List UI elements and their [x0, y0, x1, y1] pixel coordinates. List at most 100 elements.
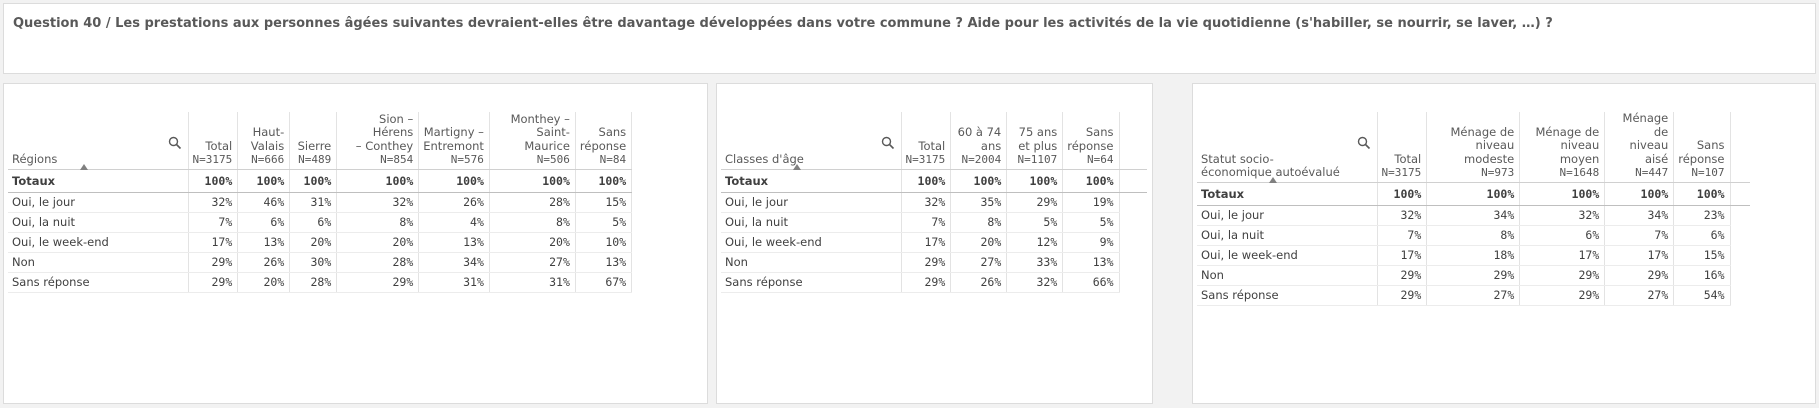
totals-label: Totaux — [1197, 182, 1378, 206]
row-label[interactable]: Oui, le jour — [8, 192, 189, 213]
column-header[interactable]: Sans réponse N=64 — [1062, 112, 1120, 170]
column-header[interactable]: Ménage de niveau modeste N=973 — [1426, 112, 1521, 183]
table-cell: 6% — [237, 212, 291, 233]
table-cell: 13% — [418, 232, 490, 253]
column-header[interactable]: 60 à 74 ans N=2004 — [950, 112, 1008, 170]
column-header[interactable]: Ménage de niveau aisé N=447 — [1604, 111, 1675, 183]
column-header[interactable]: Monthey – Saint-Maurice N=506 — [489, 111, 576, 170]
dimension-label: Régions — [12, 152, 58, 166]
table-cell: 8% — [336, 212, 420, 233]
table-cell: 16% — [1673, 265, 1731, 286]
search-icon[interactable] — [1357, 136, 1371, 150]
column-header[interactable]: Martigny – Entremont N=576 — [418, 112, 490, 170]
table-cell: 5% — [1006, 212, 1064, 233]
table-cell: 29% — [901, 252, 952, 273]
row-label[interactable]: Oui, la nuit — [721, 212, 902, 233]
totals-cell: 100% — [289, 169, 338, 193]
column-header[interactable]: Sans réponse N=107 — [1673, 112, 1731, 183]
column-count: N=3175 — [1381, 166, 1422, 179]
column-header[interactable]: Ménage de niveau moyen N=1648 — [1519, 112, 1606, 183]
table-row[interactable]: Oui, le jour 32% 35% 29% 19% — [721, 192, 1147, 213]
row-label[interactable]: Oui, le week-end — [8, 232, 189, 253]
column-header[interactable]: Total N=3175 — [188, 112, 239, 170]
dimension-header[interactable]: Classes d'âge — [721, 112, 902, 170]
row-label[interactable]: Sans réponse — [721, 272, 902, 293]
row-label[interactable]: Sans réponse — [8, 272, 189, 293]
table-cell: 17% — [188, 232, 239, 253]
table-row[interactable]: Oui, le jour 32% 34% 32% 34% 23% — [1197, 205, 1750, 226]
column-label: Total — [205, 138, 233, 153]
row-label[interactable]: Non — [1197, 265, 1378, 286]
table-cell: 29% — [1377, 265, 1428, 286]
column-header[interactable]: Total N=3175 — [1377, 112, 1428, 183]
column-label: Total — [1394, 151, 1422, 166]
row-label[interactable]: Non — [8, 252, 189, 273]
table-cell: 20% — [950, 232, 1008, 253]
table-cell: 35% — [950, 192, 1008, 213]
column-count: N=447 — [1635, 166, 1669, 179]
column-header[interactable]: Sierre N=489 — [289, 112, 338, 170]
table-panel-age-classes[interactable]: Classes d'âge Total N=3175 60 à 74 ans N=2004… — [716, 83, 1153, 404]
column-label: Monthey – Saint-Maurice — [510, 111, 570, 153]
row-label[interactable]: Oui, le jour — [1197, 205, 1378, 226]
column-header[interactable]: Sion – Hérens – Conthey N=854 — [336, 112, 420, 170]
row-spacer — [1119, 252, 1147, 272]
search-icon[interactable] — [168, 136, 182, 150]
dimension-header[interactable]: Régions — [8, 112, 189, 170]
totals-label: Totaux — [8, 169, 189, 193]
sort-ascending-icon[interactable] — [793, 163, 801, 170]
table-row[interactable]: Non 29% 27% 33% 13% — [721, 252, 1147, 273]
row-spacer — [1730, 285, 1750, 305]
column-count: N=489 — [298, 153, 332, 166]
dimension-header[interactable]: Statut socio-économique autoévalué — [1197, 112, 1378, 183]
table-cell: 20% — [237, 272, 291, 293]
table-cell: 29% — [188, 272, 239, 293]
table-row[interactable]: Non 29% 29% 29% 29% 16% — [1197, 265, 1750, 286]
table-cell: 7% — [188, 212, 239, 233]
table-row[interactable]: Oui, le jour 32% 46% 31% 32% 26% 28% 15% — [8, 192, 633, 213]
column-count: N=576 — [450, 153, 484, 166]
table-cell: 31% — [418, 272, 490, 293]
table-row[interactable]: Oui, la nuit 7% 8% 5% 5% — [721, 212, 1147, 233]
table-cell: 34% — [1604, 205, 1675, 226]
column-header[interactable]: 75 ans et plus N=1107 — [1006, 112, 1064, 170]
row-label[interactable]: Oui, la nuit — [8, 212, 189, 233]
row-spacer — [1730, 245, 1750, 265]
column-label: Total — [918, 138, 946, 153]
table-row[interactable]: Oui, la nuit 7% 6% 6% 8% 4% 8% 5% — [8, 212, 633, 233]
table-cell: 28% — [289, 272, 338, 293]
table-cell: 8% — [489, 212, 576, 233]
table-row[interactable]: Sans réponse 29% 26% 32% 66% — [721, 272, 1147, 293]
row-label[interactable]: Oui, le jour — [721, 192, 902, 213]
table-panel-socio-economic[interactable]: Statut socio-économique autoévalué Total N… — [1192, 83, 1816, 404]
column-header[interactable]: Total N=3175 — [901, 112, 952, 170]
row-label[interactable]: Non — [721, 252, 902, 273]
table-row[interactable]: Oui, la nuit 7% 8% 6% 7% 6% — [1197, 225, 1750, 246]
table-cell: 19% — [1062, 192, 1120, 213]
table-row[interactable]: Oui, le week-end 17% 18% 17% 17% 15% — [1197, 245, 1750, 266]
table-cell: 23% — [1673, 205, 1731, 226]
totals-cell: 100% — [418, 169, 490, 193]
column-header[interactable]: Haut- Valais N=666 — [237, 112, 291, 170]
table-row[interactable]: Sans réponse 29% 27% 29% 27% 54% — [1197, 285, 1750, 306]
table-row[interactable]: Oui, le week-end 17% 20% 12% 9% — [721, 232, 1147, 253]
row-label[interactable]: Oui, la nuit — [1197, 225, 1378, 246]
table-cell: 29% — [1519, 265, 1606, 286]
column-header[interactable]: Sans réponse N=84 — [575, 112, 633, 170]
table-row[interactable]: Oui, le week-end 17% 13% 20% 20% 13% 20% 10% — [8, 232, 633, 253]
row-label[interactable]: Sans réponse — [1197, 285, 1378, 306]
column-label: Ménage de niveau aisé — [1622, 111, 1669, 166]
table-panel-regions[interactable]: Régions Total N=3175 Haut- Valais N=666 Sierre… — [3, 83, 708, 404]
search-icon[interactable] — [881, 136, 895, 150]
table-row[interactable]: Sans réponse 29% 20% 28% 29% 31% 31% 67% — [8, 272, 633, 293]
sort-ascending-icon[interactable] — [1269, 176, 1277, 183]
table-row[interactable]: Non 29% 26% 30% 28% 34% 27% 13% — [8, 252, 633, 273]
row-label[interactable]: Oui, le week-end — [721, 232, 902, 253]
table-cell: 7% — [901, 212, 952, 233]
row-label[interactable]: Oui, le week-end — [1197, 245, 1378, 266]
table-cell: 27% — [1426, 285, 1521, 306]
column-count: N=64 — [1087, 153, 1114, 166]
totals-row: Totaux 100% 100% 100% 100% 100% 100% 100% — [8, 169, 633, 193]
table-cell: 32% — [1519, 205, 1606, 226]
sort-ascending-icon[interactable] — [80, 163, 88, 170]
